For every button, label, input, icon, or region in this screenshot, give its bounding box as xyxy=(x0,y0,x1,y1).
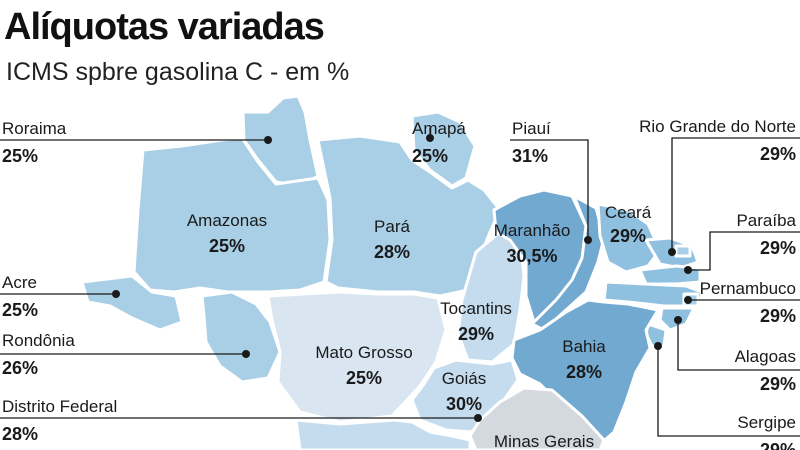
label-amazonas-name: Amazonas xyxy=(187,211,267,230)
label-goias-rate: 30% xyxy=(446,394,482,414)
leader-line-piaui xyxy=(510,139,589,240)
label-ceara-rate: 29% xyxy=(610,226,646,246)
state-mato-grosso xyxy=(266,290,448,424)
label-acre-name: Acre xyxy=(2,273,37,292)
leader-dot-amapa xyxy=(426,134,434,142)
label-piaui-rate: 31% xyxy=(512,146,548,166)
leader-dot-piaui xyxy=(584,236,592,244)
label-minas-gerais-name: Minas Gerais xyxy=(494,432,594,450)
leader-line-alagoas xyxy=(677,322,800,371)
leader-line-rio-grande-do-norte xyxy=(671,137,800,252)
label-ceara-name: Ceará xyxy=(605,203,652,222)
leader-dot-acre xyxy=(112,290,120,298)
label-bahia-name: Bahia xyxy=(562,337,606,356)
leader-dot-pernambuco xyxy=(684,296,692,304)
leader-dot-sergipe xyxy=(654,342,662,350)
label-rondonia-rate: 26% xyxy=(2,358,38,378)
state-south-partial xyxy=(294,418,472,450)
leader-dot-rondonia xyxy=(242,350,250,358)
chart-title: Alíquotas variadas xyxy=(4,6,325,48)
label-amazonas-rate: 25% xyxy=(209,236,245,256)
state-amapa xyxy=(410,110,477,188)
leader-dot-distrito-federal xyxy=(474,414,482,422)
label-mato-grosso-rate: 25% xyxy=(346,368,382,388)
label-maranhao-rate: 30,5% xyxy=(506,246,557,266)
state-bahia xyxy=(510,298,660,448)
label-goias-name: Goiás xyxy=(442,369,486,388)
label-rondonia-name: Rondônia xyxy=(2,331,75,350)
label-pernambuco-name: Pernambuco xyxy=(700,279,796,298)
label-piaui-name: Piauí xyxy=(512,119,551,138)
label-distrito-federal-rate: 28% xyxy=(2,424,38,444)
label-amapa-name: Amapá xyxy=(412,119,466,138)
leader-line-paraiba xyxy=(688,231,800,271)
label-paraiba-rate: 29% xyxy=(760,238,796,258)
chart-subtitle: ICMS spbre gasolina C - em % xyxy=(6,58,350,86)
leader-dot-paraiba xyxy=(684,266,692,274)
leader-dot-alagoas xyxy=(674,316,682,324)
label-pernambuco-rate: 29% xyxy=(760,306,796,326)
label-roraima-rate: 25% xyxy=(2,146,38,166)
label-tocantins-rate: 29% xyxy=(458,324,494,344)
label-alagoas-rate: 29% xyxy=(760,374,796,394)
coast-cell xyxy=(674,244,692,258)
label-maranhao-name: Maranhão xyxy=(494,221,571,240)
label-paraiba-name: Paraíba xyxy=(736,211,796,230)
label-roraima-name: Roraima xyxy=(2,119,67,138)
label-para-name: Pará xyxy=(374,217,410,236)
label-amapa-rate: 25% xyxy=(412,146,448,166)
leader-line-sergipe xyxy=(657,346,800,437)
label-mato-grosso-name: Mato Grosso xyxy=(315,343,412,362)
label-acre-rate: 25% xyxy=(2,300,38,320)
label-sergipe-name: Sergipe xyxy=(737,413,796,432)
label-tocantins-name: Tocantins xyxy=(440,299,512,318)
leader-dot-rio-grande-do-norte xyxy=(668,248,676,256)
label-rio-grande-do-norte-name: Rio Grande do Norte xyxy=(639,117,796,136)
leader-dot-roraima xyxy=(264,136,272,144)
label-alagoas-name: Alagoas xyxy=(735,347,796,366)
state-pernambuco xyxy=(602,280,704,308)
label-sergipe-rate: 29% xyxy=(760,440,796,450)
label-distrito-federal-name: Distrito Federal xyxy=(2,397,117,416)
label-bahia-rate: 28% xyxy=(566,362,602,382)
label-rio-grande-do-norte-rate: 29% xyxy=(760,144,796,164)
state-minas-gerais xyxy=(468,386,606,450)
state-rondonia xyxy=(200,290,282,384)
state-ceara xyxy=(596,202,662,274)
label-para-rate: 28% xyxy=(374,242,410,262)
state-acre xyxy=(80,274,184,332)
